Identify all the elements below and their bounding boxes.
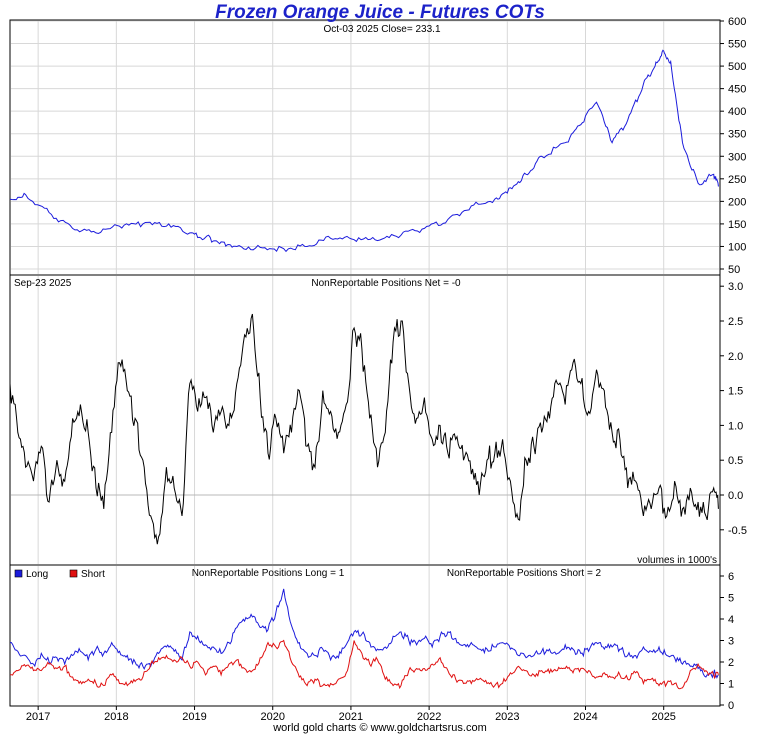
x-tick-label: 2022 (417, 711, 441, 723)
x-tick-label: 2024 (573, 711, 597, 723)
x-tick-label: 2018 (104, 711, 128, 723)
y-tick-label: 600 (728, 16, 746, 28)
y-tick-label: 5 (728, 593, 734, 605)
y-tick-label: 400 (728, 106, 746, 118)
y-tick-label: 200 (728, 196, 746, 208)
chart-footer: world gold charts © www.goldchartsrus.co… (273, 722, 487, 734)
y-tick-label: 2 (728, 657, 734, 669)
x-tick-label: 2019 (182, 711, 206, 723)
long-panel-label: NonReportable Positions Long = 1 (192, 568, 345, 579)
y-tick-label: 500 (728, 61, 746, 73)
price-panel-label: Oct-03 2025 Close= 233.1 (323, 24, 440, 35)
y-tick-label: 1.0 (728, 420, 743, 432)
y-tick-label: 50 (728, 264, 740, 276)
net-panel-label: NonReportable Positions Net = -0 (311, 278, 461, 289)
volumes-note: volumes in 1000's (637, 555, 717, 566)
x-tick-label: 2020 (260, 711, 284, 723)
y-tick-label: 6 (728, 571, 734, 583)
y-tick-label: 0 (728, 700, 734, 712)
legend-short-swatch (69, 569, 78, 578)
y-tick-label: 2.0 (728, 351, 743, 363)
y-tick-label: 550 (728, 39, 746, 51)
y-tick-label: 3.0 (728, 281, 743, 293)
y-tick-label: 300 (728, 151, 746, 163)
y-tick-label: -0.5 (728, 525, 747, 537)
chart-title: Frozen Orange Juice - Futures COTs (215, 2, 545, 23)
y-tick-label: 0.5 (728, 455, 743, 467)
net-line (9, 313, 719, 545)
panel-frame-3 (9, 564, 721, 707)
y-tick-label: 1.5 (728, 386, 743, 398)
x-tick-label: 2023 (495, 711, 519, 723)
y-tick-label: 1 (728, 679, 734, 691)
y-tick-label: 3 (728, 636, 734, 648)
y-tick-label: 100 (728, 241, 746, 253)
short-line (9, 639, 719, 690)
x-tick-label: 2021 (339, 711, 363, 723)
y-tick-label: 0.0 (728, 490, 743, 502)
net-date-label: Sep-23 2025 (14, 278, 72, 289)
y-tick-label: 350 (728, 129, 746, 141)
x-tick-label: 2017 (26, 711, 50, 723)
legend-short-label: Short (81, 569, 105, 580)
x-tick-label: 2025 (651, 711, 675, 723)
y-tick-label: 2.5 (728, 316, 743, 328)
y-tick-label: 250 (728, 174, 746, 186)
long-line (9, 588, 719, 679)
price-line (9, 49, 719, 253)
y-tick-label: 450 (728, 84, 746, 96)
legend-long-label: Long (26, 569, 48, 580)
short-panel-label: NonReportable Positions Short = 2 (447, 568, 602, 579)
legend-long-swatch (14, 569, 23, 578)
y-tick-label: 150 (728, 219, 746, 231)
y-tick-label: 4 (728, 614, 734, 626)
